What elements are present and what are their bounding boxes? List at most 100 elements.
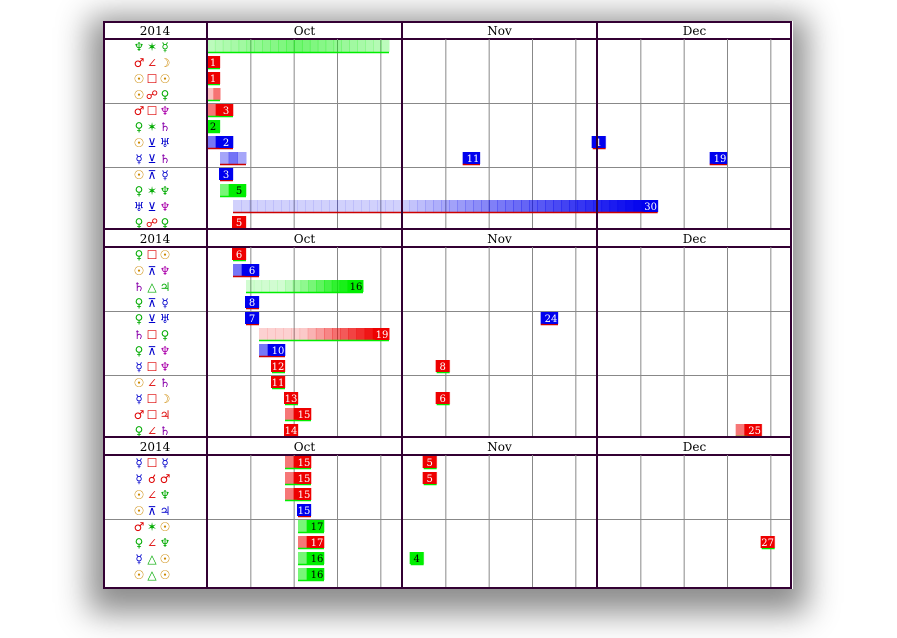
- event-label-box: [206, 56, 220, 68]
- aspect-glyph: ♆: [160, 360, 171, 374]
- event-bar-segment: [317, 40, 327, 52]
- event-bar-segment: [609, 200, 619, 212]
- event-label-box: [310, 552, 324, 564]
- event-label-box: [466, 152, 480, 164]
- event-bar-segment: [349, 40, 358, 52]
- aspect-glyph: ✶: [147, 40, 157, 54]
- event-bar-segment: [617, 200, 627, 212]
- aspect-glyph: ♂: [134, 408, 145, 422]
- event-label-box: [297, 472, 311, 484]
- event-day-label: 8: [439, 362, 445, 373]
- event-bar-segment: [259, 344, 269, 356]
- event-bar-segment: [433, 200, 442, 212]
- aspect-glyph: ☉: [134, 488, 145, 502]
- event-day-label: 1: [595, 138, 601, 149]
- event-label-box: [297, 408, 311, 420]
- aspect-glyph: ∠: [147, 376, 157, 390]
- event-day-label: 15: [298, 410, 311, 421]
- aspect-glyph: ✶: [147, 120, 157, 134]
- event-day-label: 15: [298, 490, 311, 501]
- aspect-glyph: ♄: [134, 328, 145, 342]
- aspect-glyph: ♀: [135, 536, 144, 550]
- event-bar-segment: [417, 200, 426, 212]
- aspect-glyph: ♀: [135, 424, 144, 438]
- event-bar-segment: [249, 200, 258, 212]
- aspect-glyph: △: [147, 280, 157, 294]
- event-bar-segment: [233, 264, 243, 276]
- event-bar-segment: [441, 200, 450, 212]
- aspect-glyph: ♄: [134, 280, 145, 294]
- aspect-glyph: ☐: [147, 72, 158, 86]
- event-bar-segment: [625, 200, 635, 212]
- event-day-label: 13: [285, 394, 298, 405]
- event-bar-segment: [298, 536, 308, 548]
- event-day-label: 3: [223, 106, 229, 117]
- event-day-label: 10: [272, 346, 285, 357]
- event-bar-segment: [297, 200, 306, 212]
- event-label-box: [310, 536, 324, 548]
- event-bar-segment: [348, 328, 357, 340]
- aspect-glyph: ☽: [160, 56, 171, 70]
- aspect-glyph: ♀: [135, 312, 144, 326]
- event-label-box: [284, 424, 298, 436]
- aspect-glyph: ☉: [160, 568, 171, 582]
- event-bar-segment: [273, 200, 282, 212]
- event-bar-segment: [393, 200, 402, 212]
- aspect-glyph: ♀: [135, 216, 144, 230]
- aspect-glyph: ☉: [134, 568, 145, 582]
- aspect-glyph: ♆: [160, 536, 171, 550]
- event-day-label: 5: [236, 186, 242, 197]
- event-bar-segment: [220, 152, 230, 164]
- event-bar-segment: [332, 328, 341, 340]
- aspect-glyph: ☿: [161, 168, 168, 182]
- month-label: Nov: [487, 232, 512, 246]
- event-day-label: 1: [210, 74, 216, 85]
- aspect-glyph: ☉: [134, 264, 145, 278]
- event-bar-segment: [277, 280, 286, 292]
- event-bar-segment: [305, 200, 314, 212]
- event-day-label: 16: [350, 282, 363, 293]
- month-label: Dec: [683, 440, 707, 454]
- aspect-glyph: ☌: [148, 472, 156, 486]
- event-bar-segment: [286, 40, 295, 52]
- aspect-glyph: ✶: [147, 184, 157, 198]
- event-bar-segment: [207, 40, 216, 52]
- event-label-box: [271, 344, 285, 356]
- event-day-label: 24: [545, 314, 558, 325]
- event-bar-segment: [505, 200, 514, 212]
- event-label-box: [591, 136, 606, 148]
- event-day-label: 19: [376, 330, 389, 341]
- event-bar-segment: [364, 328, 374, 340]
- event-day-label: 2: [223, 138, 229, 149]
- aspect-glyph: ⊼: [148, 296, 157, 310]
- event-bar-segment: [341, 40, 350, 52]
- event-bar-segment: [309, 40, 319, 52]
- event-label-box: [219, 168, 233, 180]
- event-bar-segment: [369, 200, 378, 212]
- event-bar-segment: [381, 40, 390, 52]
- event-label-box: [297, 456, 311, 468]
- event-label-box: [375, 328, 389, 340]
- event-bar-segment: [331, 280, 341, 292]
- event-day-label: 6: [249, 266, 255, 277]
- aspect-glyph: ⊻: [148, 136, 157, 150]
- event-label-box: [219, 136, 233, 148]
- event-label-box: [435, 392, 450, 404]
- event-day-label: 5: [236, 218, 242, 229]
- event-bar-segment: [561, 200, 571, 212]
- event-day-label: 19: [714, 154, 727, 165]
- event-label-box: [409, 552, 424, 564]
- aspect-glyph: ☿: [161, 456, 168, 470]
- event-bar-segment: [315, 328, 325, 340]
- aspect-glyph: ♀: [135, 248, 144, 262]
- aspect-glyph: ♂: [134, 56, 145, 70]
- aspect-glyph: ♄: [160, 152, 171, 166]
- event-bar-segment: [222, 40, 232, 52]
- section-header-band: [103, 437, 792, 455]
- event-bar-segment: [278, 40, 287, 52]
- event-bar-segment: [313, 200, 322, 212]
- event-bar-segment: [289, 200, 298, 212]
- aspect-glyph: ☿: [135, 392, 142, 406]
- event-bar-segment: [285, 488, 295, 500]
- aspect-glyph: ☉: [134, 504, 145, 518]
